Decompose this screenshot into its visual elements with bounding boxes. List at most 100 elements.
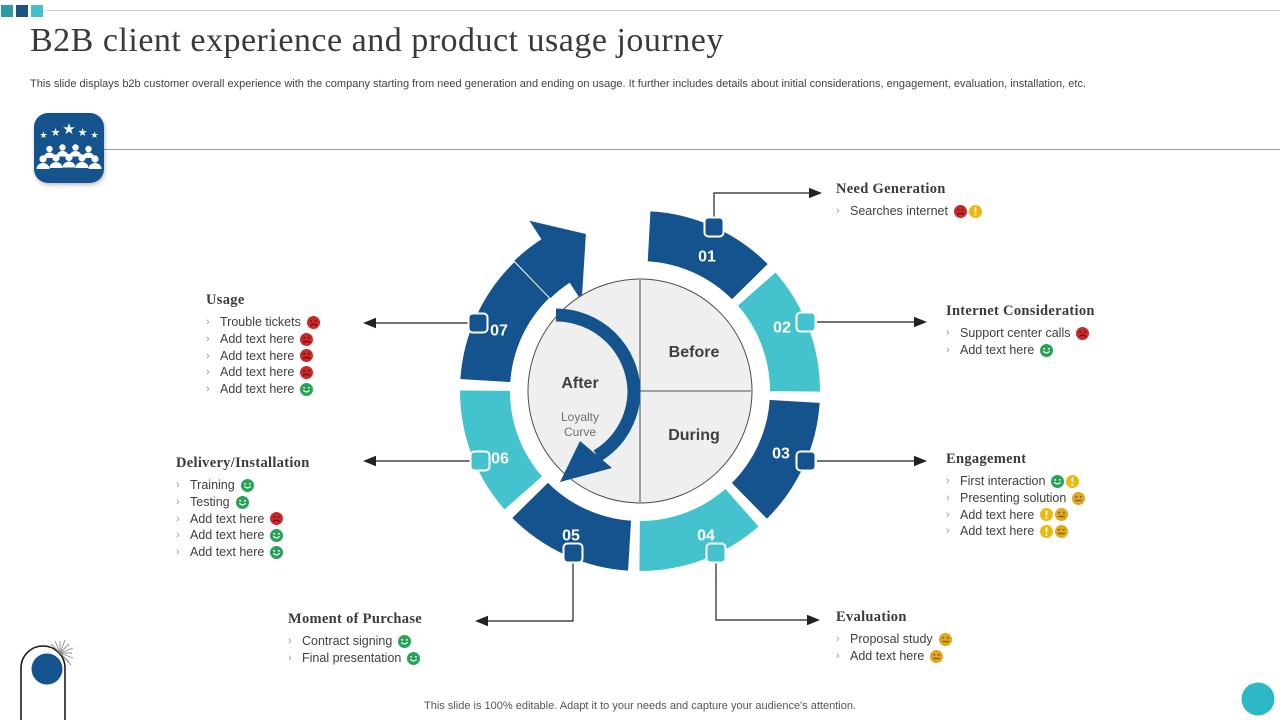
label-before: Before [669, 344, 720, 361]
section-engagement: Engagement › First interaction › Presenting… [946, 451, 1086, 540]
happy-face-icon [398, 634, 412, 648]
segment-markers [467, 216, 817, 564]
arrowhead-usage [363, 317, 376, 329]
bullet-text: Add text here [960, 342, 1035, 357]
accent-square-1 [1, 5, 13, 17]
corner-dot-decoration [1241, 682, 1275, 716]
wheel-sweep-arrow [514, 220, 586, 302]
section-delivery-installation: Delivery/Installation › Training › Testing ›… [176, 455, 310, 561]
bullet-marker: › [176, 495, 180, 508]
connector-moment-of-purchase [486, 563, 574, 622]
bullet-text: Training [190, 478, 235, 492]
neutral-face-icon [938, 632, 952, 646]
connector-lines [363, 187, 927, 627]
wheel-segment-04 [637, 486, 762, 574]
wheel-segment-06 [457, 388, 545, 513]
wheel-segment-01 [645, 209, 771, 303]
bullet-item: › Add text here [206, 381, 320, 398]
wheel-ring [457, 209, 823, 574]
bullet-item: › Add text here [206, 348, 320, 365]
bullet-marker: › [836, 649, 840, 662]
bullet-text: Add text here [220, 365, 295, 380]
bullet-item: › Add text here [206, 331, 320, 348]
loyalty-curve-arrowhead [560, 441, 612, 482]
segment-number-01: 01 [698, 249, 716, 266]
connector-evaluation [715, 563, 809, 621]
segment-number-06: 06 [491, 451, 509, 468]
segment-number-02: 02 [773, 320, 791, 337]
sad-face-icon [306, 315, 320, 329]
warning-icon [1066, 474, 1080, 488]
arrowhead-internet-consideration [914, 316, 927, 328]
marker-05 [562, 542, 584, 564]
bullet-item: › Trouble tickets [206, 314, 320, 331]
bullet-item: › Support center calls [946, 325, 1095, 342]
bullet-text: Support center calls [960, 326, 1071, 340]
slide-subtitle: This slide displays b2b customer overall… [30, 78, 1087, 90]
bullet-item: › Add text here [946, 507, 1085, 524]
bullet-text: Trouble tickets [220, 315, 301, 329]
sad-face-icon [270, 512, 284, 526]
section-title-usage: Usage [206, 292, 245, 308]
bullet-text: Add text here [960, 524, 1035, 539]
neutral-face-icon [1055, 508, 1069, 522]
bullet-text: Proposal study [850, 632, 933, 646]
svg-text:★: ★ [62, 120, 75, 138]
segment-number-03: 03 [772, 446, 790, 463]
bullet-marker: › [176, 529, 180, 542]
happy-face-icon [235, 495, 249, 509]
wheel-segment-05 [509, 479, 634, 573]
section-list-internet-consideration: › Support center calls › Add text here [946, 325, 1095, 359]
connector-need-generation [713, 192, 811, 217]
bullet-text: Add text here [220, 348, 295, 363]
bullet-marker: › [836, 633, 840, 645]
arrowhead-delivery-installation [363, 455, 376, 467]
segment-number-07: 07 [490, 323, 508, 340]
bullet-text: First interaction [960, 474, 1046, 488]
arrowhead-moment-of-purchase [475, 615, 488, 627]
bullet-text: Add text here [220, 331, 295, 346]
neutral-face-icon [1055, 525, 1069, 539]
bullet-item: › Searches internet [836, 203, 982, 220]
bullet-item: › Proposal study [836, 631, 952, 648]
happy-face-icon [270, 546, 284, 560]
section-list-usage: › Trouble tickets › Add text here › Add text … [206, 314, 320, 398]
section-evaluation: Evaluation › Proposal study › Add text here [836, 609, 952, 665]
arrowhead-need-generation [809, 187, 822, 199]
bullet-marker: › [206, 332, 210, 345]
section-need-generation: Need Generation › Searches internet [836, 181, 982, 220]
bullet-item: › Add text here [176, 544, 310, 561]
slide-title: B2B client experience and product usage … [30, 22, 724, 59]
wheel-segment-02 [735, 269, 823, 394]
people-group-icon [36, 144, 102, 169]
sad-face-icon [953, 204, 967, 218]
bullet-marker: › [206, 383, 210, 396]
marker-03 [795, 450, 817, 472]
sad-face-icon [300, 349, 314, 363]
section-list-moment-of-purchase: › Contract signing › Final presentation [288, 633, 422, 667]
bullet-text: Add text here [960, 507, 1035, 522]
bullet-item: › Contract signing [288, 633, 422, 650]
bullet-item: › Testing [176, 494, 310, 511]
happy-face-icon [1051, 474, 1065, 488]
warning-icon [1040, 525, 1054, 539]
bullet-marker: › [946, 491, 950, 504]
label-loyalty-line2: Curve [564, 425, 596, 439]
marker-04 [705, 542, 727, 564]
section-list-delivery-installation: › Training › Testing › Add text here › Add text… [176, 477, 310, 561]
sad-face-icon [300, 332, 314, 346]
section-usage: Usage › Trouble tickets › Add text here › Add… [206, 292, 320, 398]
bullet-item: › Add text here [836, 648, 952, 665]
bullet-marker: › [176, 546, 180, 559]
accent-square-3 [31, 5, 43, 17]
bullet-text: Add text here [190, 511, 265, 526]
bullet-item: › Add text here [206, 364, 320, 381]
bullet-marker: › [176, 479, 180, 491]
marker-02 [795, 311, 817, 333]
section-list-engagement: › First interaction › Presenting solution › A… [946, 473, 1086, 540]
marker-07 [467, 312, 489, 334]
bullet-marker: › [206, 366, 210, 379]
bullet-text: Contract signing [302, 634, 393, 648]
